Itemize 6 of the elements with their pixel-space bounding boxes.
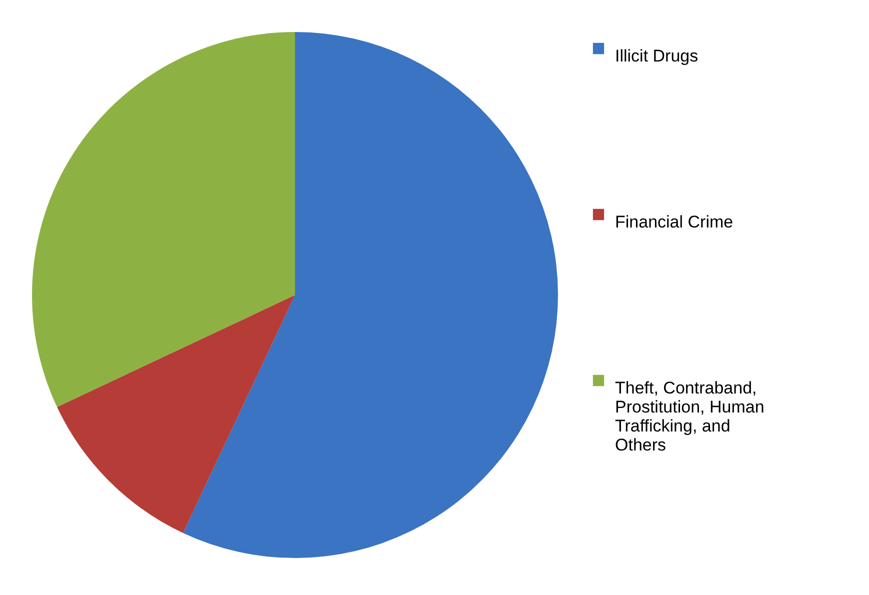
pie-slice [32, 32, 295, 407]
legend-label: Financial Crime [615, 212, 734, 232]
legend-label: Illicit Drugs [615, 46, 698, 66]
pie-slice [183, 32, 558, 558]
pie-slice [57, 295, 295, 533]
legend-label: Theft, Contraband, Prostitution, Human Trafficking, and Others [615, 378, 764, 454]
